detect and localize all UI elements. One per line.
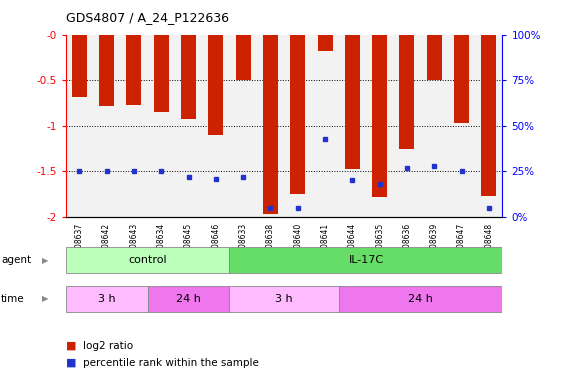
Text: 3 h: 3 h bbox=[98, 293, 115, 304]
Bar bbox=[317, 35, 332, 51]
Bar bbox=[66, 286, 147, 311]
Bar bbox=[339, 286, 502, 311]
Text: log2 ratio: log2 ratio bbox=[83, 341, 133, 351]
Text: IL-17C: IL-17C bbox=[348, 255, 384, 265]
Bar bbox=[290, 35, 305, 194]
Text: ▶: ▶ bbox=[42, 294, 48, 303]
Bar bbox=[236, 35, 251, 80]
Bar bbox=[230, 286, 339, 311]
Bar bbox=[208, 35, 223, 135]
Bar bbox=[400, 35, 415, 149]
Bar bbox=[72, 35, 87, 97]
Bar bbox=[263, 35, 278, 214]
Text: percentile rank within the sample: percentile rank within the sample bbox=[83, 358, 259, 368]
Bar bbox=[454, 35, 469, 123]
Bar bbox=[481, 35, 496, 196]
Bar bbox=[147, 286, 230, 311]
Bar bbox=[181, 35, 196, 119]
Bar bbox=[66, 247, 230, 273]
Text: 24 h: 24 h bbox=[176, 293, 201, 304]
Bar bbox=[427, 35, 442, 80]
Text: GDS4807 / A_24_P122636: GDS4807 / A_24_P122636 bbox=[66, 12, 228, 25]
Text: 3 h: 3 h bbox=[275, 293, 293, 304]
Text: time: time bbox=[1, 293, 25, 304]
Text: ■: ■ bbox=[66, 341, 76, 351]
Bar bbox=[154, 35, 168, 112]
Bar bbox=[345, 35, 360, 169]
Text: control: control bbox=[128, 255, 167, 265]
Text: ▶: ▶ bbox=[42, 256, 48, 265]
Text: ■: ■ bbox=[66, 358, 76, 368]
Text: 24 h: 24 h bbox=[408, 293, 433, 304]
Text: agent: agent bbox=[1, 255, 31, 265]
Bar bbox=[126, 35, 142, 105]
Bar bbox=[372, 35, 387, 197]
Bar bbox=[230, 247, 502, 273]
Bar bbox=[99, 35, 114, 106]
